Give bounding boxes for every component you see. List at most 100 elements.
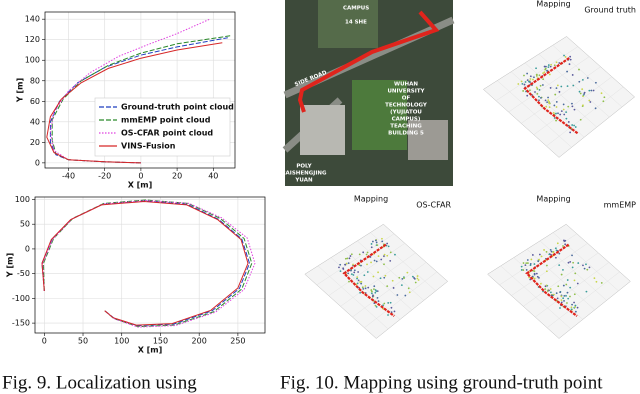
- point-cloud-dot: [574, 310, 577, 313]
- point-cloud-dot: [535, 73, 538, 76]
- point-cloud-dot: [548, 253, 551, 256]
- point-cloud-dot: [520, 80, 523, 83]
- point-cloud-dot: [371, 295, 374, 298]
- point-cloud-dot: [381, 237, 383, 240]
- point-cloud-dot: [550, 250, 553, 253]
- point-cloud-dot: [374, 304, 377, 307]
- point-cloud-dot: [576, 306, 579, 309]
- point-cloud-dot: [522, 269, 525, 271]
- point-cloud-dot: [570, 308, 573, 311]
- y-tick-label: 140: [25, 15, 40, 24]
- point-cloud-dot: [583, 267, 586, 270]
- point-cloud-dot: [375, 290, 378, 292]
- point-cloud-dot: [529, 278, 532, 281]
- point-cloud-dot: [558, 252, 561, 255]
- axis-grid: [364, 271, 438, 328]
- point-cloud-dot: [528, 276, 531, 279]
- point-cloud-dot: [576, 282, 579, 285]
- x-tick-label: 200: [192, 337, 207, 346]
- map-label: (YUJIATOU: [390, 110, 422, 116]
- point-cloud-dot: [386, 285, 389, 288]
- x-axis-label: X [m]: [138, 346, 163, 355]
- point-cloud-dot: [595, 280, 598, 283]
- point-cloud-dot: [562, 108, 565, 111]
- panel-title: mmEMP: [604, 201, 637, 210]
- point-cloud-dot: [345, 262, 348, 265]
- point-cloud-dot: [571, 74, 574, 76]
- point-cloud-dot: [357, 279, 360, 282]
- map-label: POLY: [296, 164, 312, 170]
- point-cloud-dot: [563, 54, 565, 57]
- point-cloud-dot: [556, 84, 559, 87]
- point-cloud-dot: [367, 286, 370, 289]
- point-cloud-dot: [549, 291, 552, 294]
- point-cloud-dot: [372, 275, 375, 278]
- point-cloud-dot: [524, 264, 527, 267]
- point-cloud-dot: [560, 85, 563, 88]
- map-label: CAISHENGJING: [282, 171, 327, 177]
- point-cloud-dot: [557, 112, 559, 115]
- point-cloud-dot: [386, 242, 389, 245]
- point-cloud-dot: [569, 55, 572, 58]
- point-cloud-dot: [532, 78, 534, 81]
- plot-title: Mapping: [536, 0, 570, 9]
- legend-label: OS-CFAR point cloud: [121, 129, 213, 138]
- point-cloud-dot: [363, 274, 366, 277]
- point-cloud-dot: [376, 290, 379, 293]
- legend-label: mmEMP point cloud: [121, 116, 211, 125]
- point-cloud-dot: [581, 88, 584, 91]
- map-label: OF: [402, 96, 411, 102]
- point-cloud-dot: [554, 93, 557, 96]
- point-cloud-dot: [571, 124, 574, 126]
- point-cloud-dot: [549, 288, 552, 290]
- point-cloud-dot: [370, 243, 373, 245]
- point-cloud-dot: [569, 295, 571, 298]
- point-cloud-dot: [365, 253, 368, 256]
- point-cloud-dot: [569, 131, 572, 134]
- point-cloud-dot: [553, 117, 556, 119]
- point-cloud-dot: [585, 263, 587, 266]
- legend-label: VINS-Fusion: [121, 142, 176, 151]
- point-cloud-dot: [529, 78, 532, 80]
- point-cloud-dot: [541, 84, 544, 86]
- point-cloud-dot: [585, 290, 588, 293]
- point-cloud-dot: [569, 260, 572, 263]
- point-cloud-dot: [383, 253, 386, 256]
- trajectory-3d: [523, 57, 579, 135]
- map-field: [318, 0, 378, 48]
- plot-title: Mapping: [354, 195, 388, 204]
- point-cloud-dot: [555, 101, 558, 103]
- point-cloud-dot: [573, 279, 576, 282]
- point-cloud-dot: [535, 67, 537, 70]
- point-cloud-dot: [555, 87, 558, 90]
- x-tick-label: 150: [153, 337, 168, 346]
- point-cloud-dot: [549, 249, 552, 251]
- point-cloud-dot: [411, 275, 414, 278]
- point-cloud-dot: [553, 104, 556, 107]
- x-tick-label: -40: [62, 172, 75, 181]
- point-cloud-dot: [382, 304, 384, 307]
- point-cloud-dot: [364, 285, 367, 287]
- point-cloud-dot: [374, 291, 377, 294]
- point-cloud-dot: [546, 101, 549, 104]
- point-cloud-dot: [349, 255, 352, 257]
- point-cloud-dot: [366, 263, 368, 266]
- y-tick-label: 60: [30, 97, 40, 106]
- point-cloud-dot: [574, 304, 577, 307]
- point-cloud-dot: [374, 239, 377, 242]
- point-cloud-dot: [548, 102, 551, 105]
- point-cloud-dot: [558, 91, 561, 93]
- point-cloud-dot: [588, 266, 591, 269]
- point-cloud-dot: [535, 75, 538, 77]
- point-cloud-dot: [548, 100, 550, 103]
- point-cloud-dot: [401, 277, 404, 280]
- y-tick-label: 50: [20, 220, 30, 229]
- point-cloud-dot: [582, 264, 584, 267]
- point-cloud-dot: [535, 272, 538, 275]
- point-cloud-dot: [555, 61, 558, 64]
- point-cloud-dot: [569, 286, 572, 289]
- point-cloud-dot: [536, 88, 539, 90]
- point-cloud-dot: [567, 105, 570, 108]
- point-cloud-dot: [555, 119, 557, 122]
- point-cloud-dot: [560, 110, 563, 113]
